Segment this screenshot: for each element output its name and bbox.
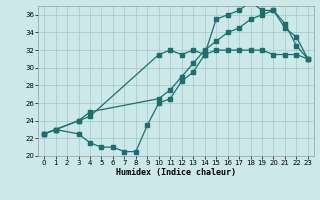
X-axis label: Humidex (Indice chaleur): Humidex (Indice chaleur) <box>116 168 236 177</box>
